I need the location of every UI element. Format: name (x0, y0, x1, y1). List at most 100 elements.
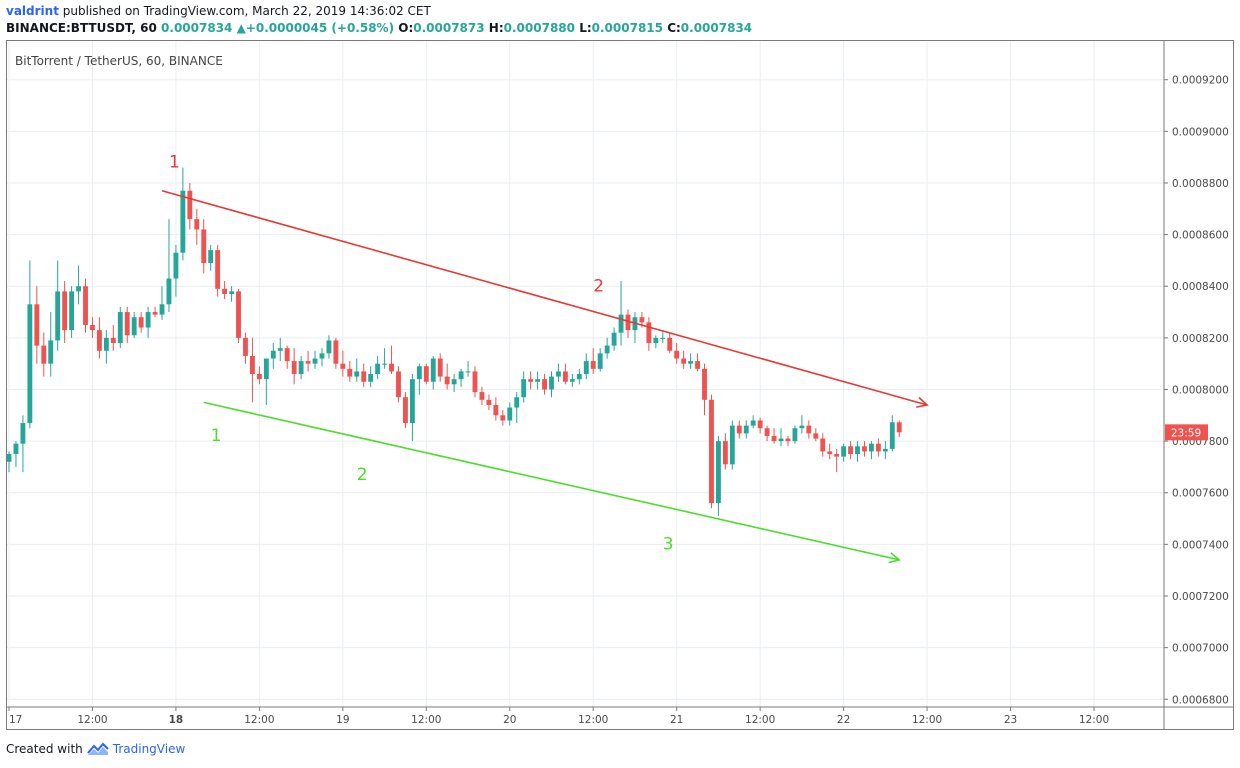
candle-body (639, 317, 645, 323)
candle-body (667, 337, 673, 351)
candle-body (792, 428, 798, 442)
candle-body (729, 425, 735, 465)
candle-body (472, 371, 478, 393)
candle-body (173, 252, 179, 279)
author-link[interactable]: valdrint (6, 4, 59, 18)
candle-body (882, 448, 888, 452)
candle-body (660, 337, 666, 339)
x-tick-label: 20 (503, 714, 516, 726)
candle-body (806, 425, 812, 434)
candle-body (521, 379, 527, 398)
candle-body (848, 446, 854, 455)
low-label: L: (579, 21, 592, 35)
created-with-label: Created with (6, 742, 83, 756)
candle-body (382, 363, 388, 365)
candle-body (124, 312, 130, 336)
y-tick-label: 0.0006800 (1172, 694, 1229, 706)
y-tick-label: 0.0007600 (1172, 488, 1229, 500)
candle-body (298, 361, 304, 374)
candle-body (862, 446, 867, 452)
y-tick-label: 0.0009200 (1172, 75, 1229, 87)
x-tick-label: 12:00 (912, 714, 942, 726)
resistance-arrowhead (916, 396, 929, 408)
candle-body (875, 443, 881, 452)
candle-body (535, 379, 541, 382)
footer: Created with TradingView (6, 742, 185, 756)
candle-body (444, 376, 450, 385)
x-tick-label: 18 (169, 714, 184, 726)
symbol-label: BINANCE:BTTUSDT, 60 (6, 21, 157, 35)
candle-body (48, 340, 54, 364)
candle-body (76, 286, 81, 292)
candle-body (208, 250, 214, 263)
candle-body (90, 324, 95, 331)
candle-body (528, 379, 534, 382)
candle-body (430, 358, 436, 382)
candle-body (590, 361, 596, 369)
candle-body (507, 407, 513, 421)
x-tick-label: 12:00 (244, 714, 274, 726)
candle-body (96, 330, 102, 351)
candle-body (409, 379, 415, 424)
price-chart[interactable]: BitTorrent / TetherUS, 60, BINANCE 12123… (7, 41, 1233, 729)
y-tick-label: 0.0008000 (1172, 384, 1229, 396)
candle-body (20, 423, 26, 444)
x-tick-label: 12:00 (1079, 714, 1109, 726)
candle-body (437, 358, 443, 377)
candle-body (597, 353, 603, 369)
candle-body (187, 190, 193, 220)
support-trendline (203, 401, 900, 561)
candle-body (646, 322, 652, 344)
candle-body (750, 420, 756, 426)
candle-body (889, 422, 895, 449)
candle-body (284, 348, 290, 362)
candle-body (611, 332, 617, 346)
candle-body (27, 304, 33, 424)
candle-body (736, 425, 742, 434)
high-value: 0.0007880 (503, 21, 575, 35)
y-tick-label: 0.0008200 (1172, 333, 1229, 345)
candle-body (820, 438, 826, 452)
price-label-bg (1165, 424, 1208, 441)
candle-body (562, 371, 568, 382)
candle-body (542, 379, 547, 390)
candle-body (500, 415, 506, 421)
tradingview-link[interactable]: TradingView (112, 742, 186, 756)
candle-body (465, 371, 471, 373)
published-text: published on TradingView.com, March 22, … (62, 4, 431, 18)
price-axis: 0.0009200 0.0009000 0.0008800 0.0008600 0.00… (1163, 41, 1229, 729)
candle-body (166, 278, 172, 305)
open-value: 0.0007873 (413, 21, 485, 35)
candle-body (493, 404, 499, 416)
candle-body (319, 353, 325, 359)
candle-body (83, 286, 88, 325)
candle-body (416, 366, 422, 380)
candle-body (41, 345, 47, 364)
candle-body (13, 443, 19, 455)
y-tick-label: 0.0007200 (1172, 591, 1229, 603)
tradingview-logo-icon[interactable] (87, 742, 109, 756)
candle-body (827, 451, 833, 455)
candle-body (34, 304, 40, 346)
candle-body (333, 340, 339, 364)
candle-body (709, 399, 714, 504)
x-tick-label: 21 (670, 714, 683, 726)
candle-body (576, 374, 582, 380)
candle-body (263, 358, 269, 380)
candle-body (256, 374, 262, 380)
candle-body (764, 428, 770, 436)
y-tick-label: 0.0007000 (1172, 643, 1229, 655)
publish-info: valdrint published on TradingView.com, M… (6, 4, 431, 18)
candle-body (326, 340, 332, 354)
x-tick-label: 19 (336, 714, 349, 726)
candle-body (152, 312, 158, 315)
candle-body (479, 392, 485, 400)
candle-body (688, 361, 694, 364)
candle-body (715, 441, 721, 504)
candle-body (103, 337, 109, 351)
candle-body (229, 291, 234, 294)
candle-body (451, 379, 457, 385)
candle-body (180, 190, 186, 253)
support-touch-label: 3 (663, 535, 674, 555)
